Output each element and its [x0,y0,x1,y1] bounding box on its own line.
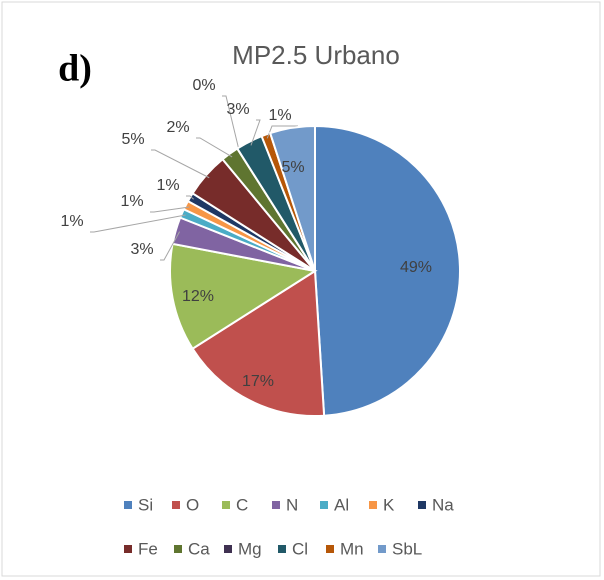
legend-swatch [174,545,182,553]
legend-swatch [326,545,334,553]
legend-label: Si [138,495,153,514]
data-label: 1% [268,107,291,124]
legend-swatch [320,501,328,509]
legend-swatch [172,501,180,509]
legend-label: Ca [188,539,210,558]
legend-swatch [224,545,232,553]
legend-label: SbL [392,539,422,558]
data-label: 3% [226,101,249,118]
pie-slice [169,242,318,351]
legend-label: C [236,495,248,514]
data-label: 1% [60,213,83,230]
leader-line [160,231,181,261]
leader-line [186,195,194,200]
legend-swatch [124,545,132,553]
data-label: 1% [120,193,143,210]
legend-label: O [186,495,199,514]
legend-swatch [272,501,280,509]
leader-line [250,119,261,146]
data-label: 17% [242,373,274,390]
pie-slice [314,124,462,417]
legend-label: Fe [138,539,158,558]
leader-line [196,137,233,158]
data-label: 2% [166,119,189,136]
legend-label: Na [432,495,454,514]
legend-swatch [222,501,230,509]
chart-title: MP2.5 Urbano [232,40,400,70]
legend-label: Cl [292,539,308,558]
legend-label: K [383,495,395,514]
data-label: 3% [130,241,153,258]
data-label: 5% [281,159,304,176]
pie-slice [191,269,326,417]
data-label: 12% [182,288,214,305]
panel-label: d) [58,48,92,90]
legend-swatch [278,545,286,553]
leader-line [222,95,240,153]
legend-label: Mn [340,539,364,558]
legend-label: N [286,495,298,514]
leader-line [266,125,298,139]
data-label: 49% [400,259,432,276]
leader-line [90,214,186,233]
legend-swatch [378,545,386,553]
legend-swatch [369,501,377,509]
legend-label: Al [334,495,349,514]
legend-swatch [418,501,426,509]
data-label: 0% [192,77,215,94]
data-label: 1% [156,177,179,194]
leader-line [150,206,190,213]
pie-slice [268,124,316,272]
leader-line [151,149,210,179]
data-label: 5% [121,131,144,148]
legend-label: Mg [238,539,262,558]
legend-swatch [124,501,132,509]
